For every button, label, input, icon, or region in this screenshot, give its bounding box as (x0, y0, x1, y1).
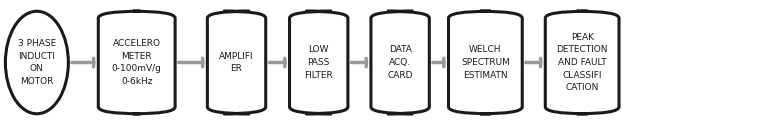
FancyBboxPatch shape (98, 11, 175, 114)
FancyBboxPatch shape (449, 11, 522, 114)
Text: ACCELERO
METER
0-100mV/g
0-6kHz: ACCELERO METER 0-100mV/g 0-6kHz (112, 39, 161, 86)
Text: LOW
PASS
FILTER: LOW PASS FILTER (304, 46, 333, 80)
Text: 3 PHASE
INDUCTI
ON
MOTOR: 3 PHASE INDUCTI ON MOTOR (18, 39, 56, 86)
Ellipse shape (5, 11, 68, 114)
Text: DATA
ACQ.
CARD: DATA ACQ. CARD (387, 46, 413, 80)
FancyBboxPatch shape (371, 11, 429, 114)
Text: AMPLIFI
ER: AMPLIFI ER (219, 52, 254, 73)
Text: WELCH
SPECTRUM
ESTIMATN: WELCH SPECTRUM ESTIMATN (461, 46, 510, 80)
FancyBboxPatch shape (290, 11, 348, 114)
Text: PEAK
DETECTION
AND FAULT
CLASSIFI
CATION: PEAK DETECTION AND FAULT CLASSIFI CATION (556, 33, 608, 92)
FancyBboxPatch shape (545, 11, 619, 114)
FancyBboxPatch shape (207, 11, 266, 114)
